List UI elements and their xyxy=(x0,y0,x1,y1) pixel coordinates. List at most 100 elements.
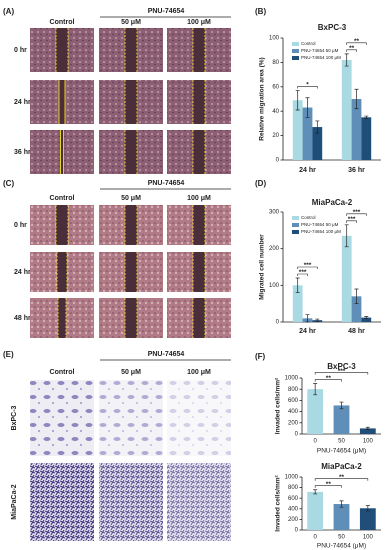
chart-title: BxPC-3 xyxy=(318,23,347,32)
y-tick-label: 200 xyxy=(288,420,299,426)
chart-title: BxPC-3 xyxy=(327,362,356,371)
error-bar xyxy=(305,314,310,323)
x-tick-label: 50 xyxy=(338,535,345,541)
column-label: 100 μM xyxy=(187,195,211,202)
legend-swatch xyxy=(292,42,299,46)
row-label: BxPC-3 xyxy=(11,405,18,430)
x-tick-label: 24 hr xyxy=(299,167,316,174)
column-label: Control xyxy=(50,369,75,376)
error-bar xyxy=(305,97,310,118)
x-axis-label: PNU-74654 (μM) xyxy=(317,543,366,550)
y-tick-label: 800 xyxy=(288,485,299,491)
legend-label: PNU-74654 50 μM xyxy=(301,48,339,53)
x-tick-label: 100 xyxy=(363,439,374,445)
wound-gap xyxy=(58,298,66,338)
row-label: 24 hrs xyxy=(14,269,35,276)
significance-bracket xyxy=(297,266,318,269)
y-tick-label: 400 xyxy=(288,506,299,512)
micrograph xyxy=(99,380,163,456)
y-tick-label: 800 xyxy=(288,387,299,393)
column-label: Control xyxy=(50,19,75,26)
wound-gap xyxy=(56,28,68,72)
bar xyxy=(361,117,372,160)
error-bar xyxy=(354,288,359,305)
wound-gap xyxy=(57,252,67,292)
column-label: 100 μM xyxy=(187,369,211,376)
wound-gap xyxy=(193,80,205,124)
legend-label: Control xyxy=(301,215,316,220)
error-bar xyxy=(364,316,369,320)
wound-gap xyxy=(59,80,65,124)
bar xyxy=(341,59,352,160)
error-bar xyxy=(344,224,349,248)
error-bar xyxy=(313,489,318,495)
panel-letter: (E) xyxy=(3,350,14,359)
error-bar xyxy=(364,115,369,119)
y-tick-label: 0 xyxy=(276,158,280,164)
x-tick-label: 24 hr xyxy=(299,328,316,335)
error-bar xyxy=(295,90,300,111)
bar xyxy=(359,508,376,530)
y-tick-label: 300 xyxy=(269,210,280,216)
wound-gap xyxy=(60,130,64,174)
micrograph xyxy=(99,463,163,541)
panel-letter: (C) xyxy=(3,179,14,188)
significance-bracket xyxy=(314,485,342,488)
legend-label: PNU-74654 50 μM xyxy=(301,222,339,227)
error-bar xyxy=(295,277,300,294)
significance-label: *** xyxy=(338,368,346,375)
image-panels: (A) PNU-74654 Control 50 μM 100 μM 0 hr 24 hrs… xyxy=(3,7,231,541)
bar xyxy=(307,491,324,530)
group-label: PNU-74654 xyxy=(148,8,185,15)
significance-bracket xyxy=(346,213,367,216)
error-bar xyxy=(315,318,320,322)
panel-letter: (B) xyxy=(255,7,266,16)
significance-label: ** xyxy=(349,45,355,52)
y-tick-label: 400 xyxy=(288,409,299,415)
y-axis-label: Relative migration area (%) xyxy=(259,57,266,140)
y-tick-label: 0 xyxy=(295,432,299,438)
wound-gap xyxy=(125,80,137,124)
row-label: 24 hrs xyxy=(14,99,35,106)
y-tick-label: 200 xyxy=(288,517,299,523)
legend-swatch xyxy=(292,56,299,60)
wound-gap xyxy=(193,28,205,72)
micrograph xyxy=(167,463,231,541)
bar xyxy=(307,389,324,434)
y-tick-label: 40 xyxy=(272,109,279,115)
x-tick-label: 50 xyxy=(338,439,345,445)
chart-title: MiaPaCa-2 xyxy=(312,198,353,207)
row-label: 36 hrs xyxy=(14,149,35,156)
significance-bracket xyxy=(314,379,342,382)
chart-title: MiaPaCa-2 xyxy=(321,462,362,471)
x-tick-label: 0 xyxy=(313,535,317,541)
bar xyxy=(341,235,352,322)
x-tick-label: 100 xyxy=(363,535,374,541)
column-label: 50 μM xyxy=(121,195,141,202)
legend-swatch xyxy=(292,216,299,220)
significance-bracket xyxy=(297,86,318,89)
bar xyxy=(359,428,376,434)
bar xyxy=(333,405,350,434)
y-tick-label: 80 xyxy=(272,60,279,66)
legend-label: PNU-74654 100 μM xyxy=(301,55,341,60)
significance-label: *** xyxy=(304,262,312,269)
significance-label: *** xyxy=(353,209,361,216)
micrograph xyxy=(167,380,231,456)
legend-label: PNU-74654 100 μM xyxy=(301,229,341,234)
significance-label: *** xyxy=(299,269,307,276)
row-label: MiaPaCa-2 xyxy=(11,484,18,520)
y-tick-label: 60 xyxy=(272,84,279,90)
y-tick-label: 1000 xyxy=(285,475,299,481)
legend-swatch xyxy=(292,49,299,53)
significance-bracket xyxy=(346,220,357,223)
y-axis-label: Migrated cell number xyxy=(259,234,266,300)
bar xyxy=(312,127,323,160)
panel-letter: (D) xyxy=(255,179,266,188)
charts: BxPC-3 (B) Relative migration area (%) 0 20 4… xyxy=(255,7,381,550)
panel-letter: (A) xyxy=(3,7,14,16)
group-label: PNU-74654 xyxy=(148,351,185,358)
significance-label: *** xyxy=(348,216,356,223)
bar xyxy=(302,107,313,160)
